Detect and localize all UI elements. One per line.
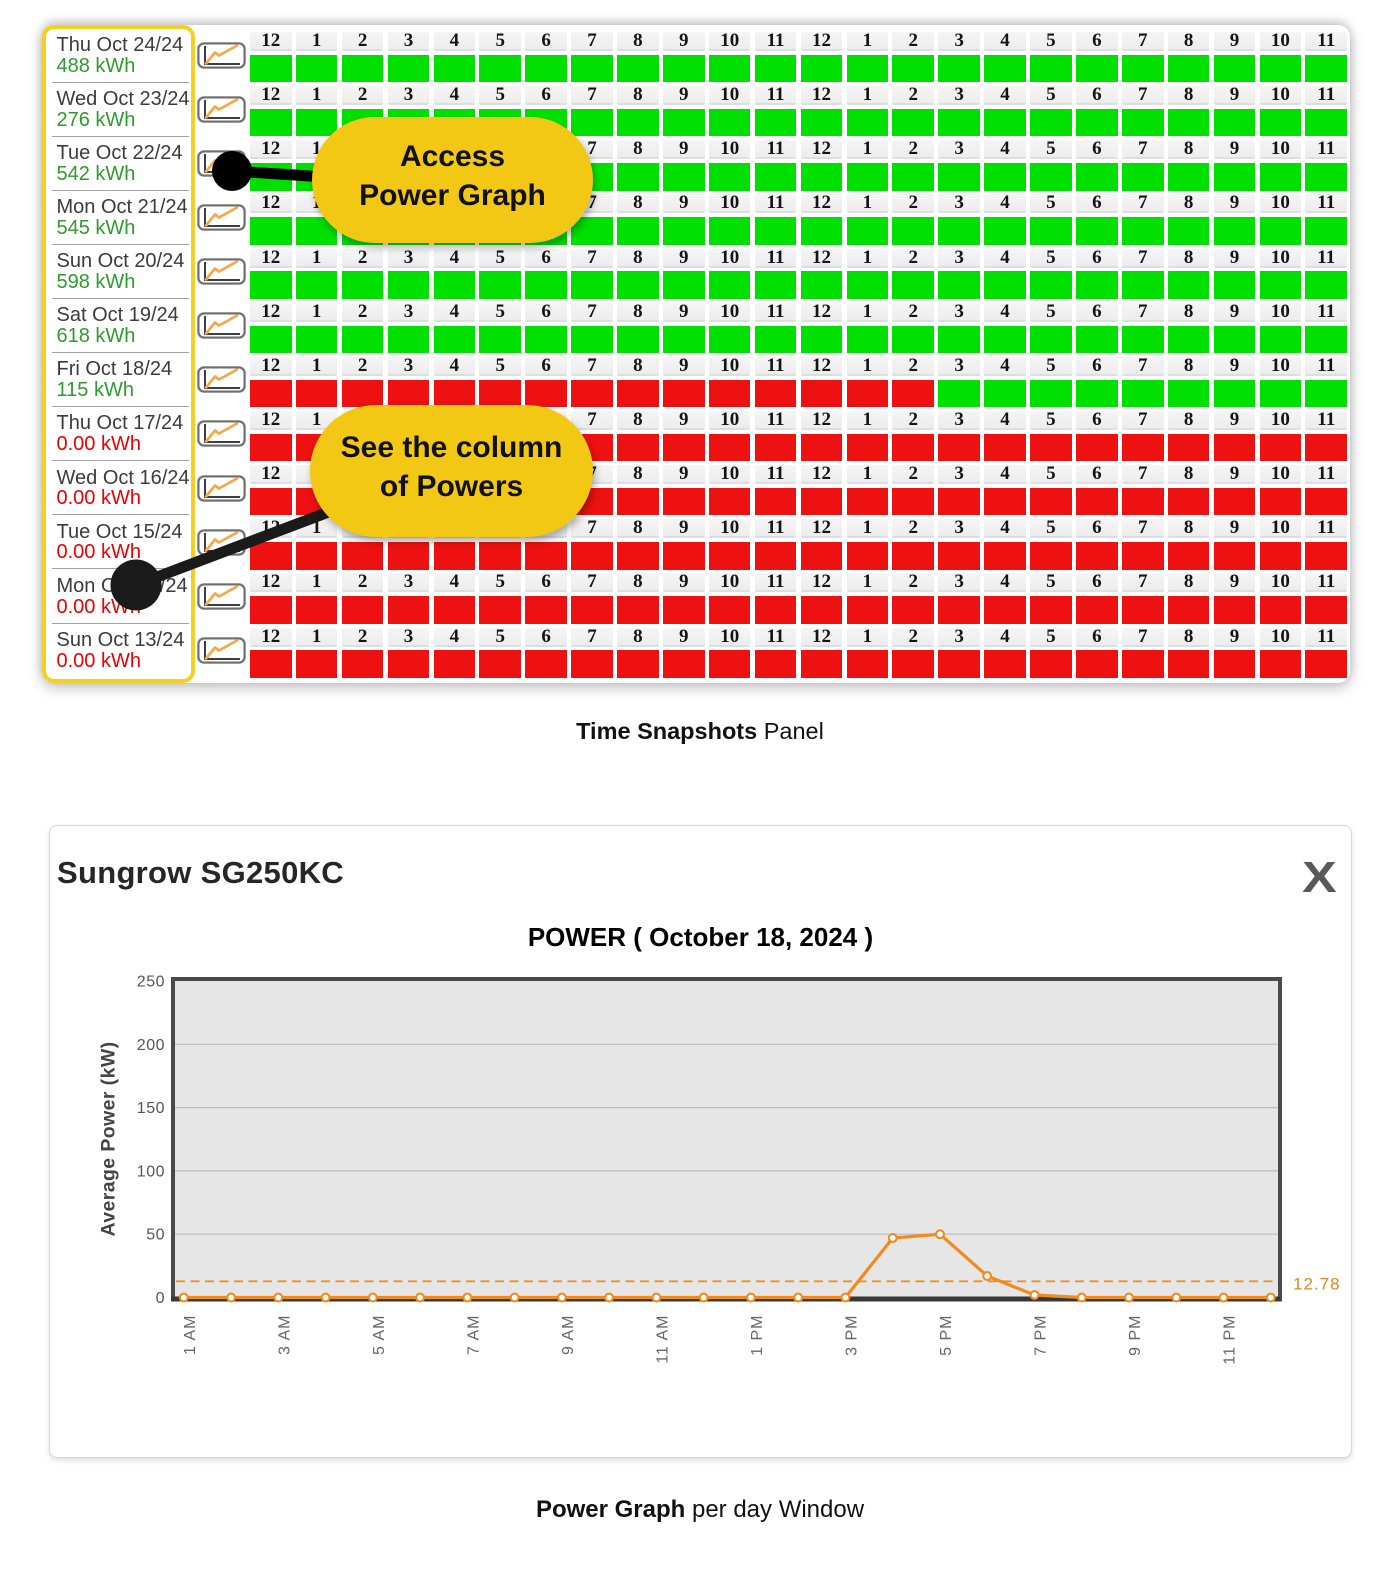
svg-text:1 PM: 1 PM	[749, 1315, 766, 1356]
svg-text:Average Power (kW): Average Power (kW)	[98, 1041, 120, 1236]
svg-text:7 PM: 7 PM	[1033, 1315, 1050, 1356]
svg-text:100: 100	[137, 1163, 165, 1180]
svg-text:150: 150	[137, 1100, 165, 1117]
svg-text:7 AM: 7 AM	[465, 1315, 482, 1355]
svg-text:200: 200	[137, 1037, 165, 1054]
svg-text:9 AM: 9 AM	[560, 1315, 577, 1355]
svg-text:250: 250	[137, 974, 165, 991]
svg-text:50: 50	[146, 1227, 165, 1244]
svg-text:0: 0	[156, 1290, 165, 1307]
svg-text:9 PM: 9 PM	[1127, 1315, 1144, 1356]
svg-text:3 PM: 3 PM	[843, 1315, 860, 1356]
svg-text:11 PM: 11 PM	[1222, 1315, 1239, 1365]
svg-text:3 AM: 3 AM	[276, 1315, 293, 1355]
svg-text:11 AM: 11 AM	[654, 1315, 671, 1364]
svg-text:5 PM: 5 PM	[938, 1315, 955, 1356]
svg-text:12.78: 12.78	[1293, 1274, 1341, 1293]
svg-text:1 AM: 1 AM	[182, 1315, 199, 1355]
svg-text:5 AM: 5 AM	[371, 1315, 388, 1355]
